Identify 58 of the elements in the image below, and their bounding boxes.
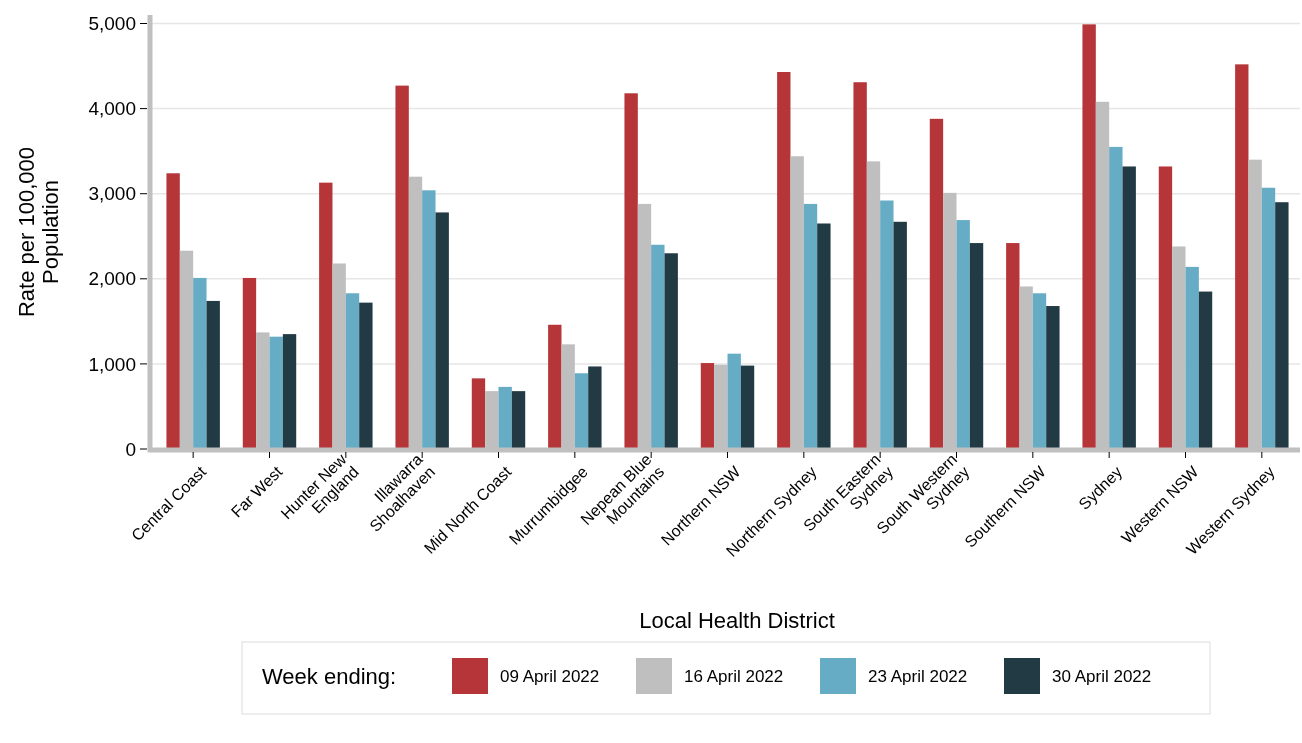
bar [740,365,755,449]
bar [1109,146,1123,449]
bar [498,386,512,449]
bar [242,277,257,449]
bar [395,85,409,449]
x-axis-title: Local Health District [639,608,835,633]
bar [969,243,984,449]
bar [269,336,283,449]
bar [651,244,665,449]
bar [345,293,360,449]
bar [206,300,220,449]
bar [1046,306,1060,449]
bar [574,373,589,449]
y-tick-label: 2,000 [88,268,136,290]
y-tick-label: 4,000 [88,98,136,120]
bar [803,203,818,449]
bar [624,93,638,449]
bar [664,253,678,449]
bar [511,391,526,449]
bar [1185,266,1199,449]
bar [1006,243,1020,449]
y-axis-title: Rate per 100,000 Population [13,146,63,318]
bar [880,200,894,449]
legend-label: 30 April 2022 [1052,667,1152,686]
y-tick-label: 0 [125,438,136,460]
bar [435,212,449,449]
bar [1032,293,1047,449]
bar [359,302,373,449]
y-tick-label: 5,000 [88,13,136,35]
bar [817,223,831,449]
legend-label: 23 April 2022 [868,667,968,686]
bar [588,366,602,449]
bar [1082,24,1096,449]
bar [777,72,791,449]
bar [929,118,944,449]
bar [548,324,562,449]
bar [1275,202,1289,449]
bar [853,82,867,449]
bar [1261,187,1276,449]
bar [893,221,907,449]
y-tick-label: 3,000 [88,183,136,205]
bar [1158,166,1173,449]
legend-title: Week ending: [262,664,397,689]
bar [956,220,970,449]
bar [1122,166,1136,449]
bar [166,173,180,449]
legend-label: 09 April 2022 [500,667,600,686]
bar [1235,64,1249,449]
bar [193,277,207,449]
bar [700,363,715,449]
y-tick-label: 1,000 [88,353,136,375]
bar [727,353,741,449]
bar [422,190,436,449]
bar [1198,291,1213,449]
legend-label: 16 April 2022 [684,667,784,686]
bar [471,378,486,449]
bar [282,334,297,449]
bar [319,182,333,449]
